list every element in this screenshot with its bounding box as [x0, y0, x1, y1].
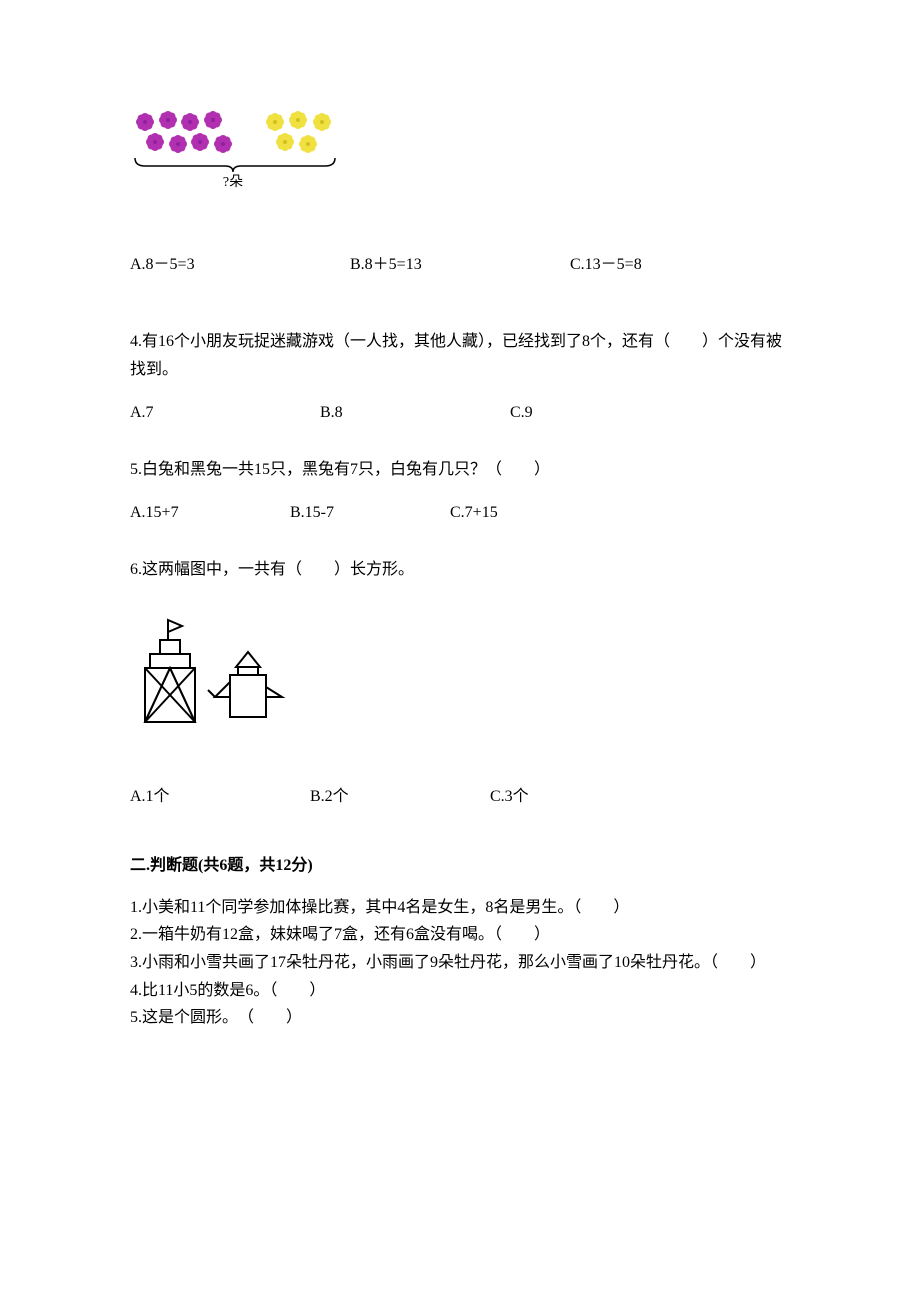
- q3-flower-figure: ?朵: [130, 110, 790, 201]
- yellow-flowers: [266, 111, 331, 153]
- q4-text: 4.有16个小朋友玩捉迷藏游戏（一人找，其他人藏），已经找到了8个，还有（ ）个…: [130, 328, 790, 386]
- left-shape: [145, 620, 195, 722]
- q3-options: A.8－5=3 B.8＋5=13 C.13－5=8: [130, 251, 790, 280]
- judgment-item-5: 5.这是个圆形。 （ ）: [130, 1005, 790, 1031]
- q6-option-b: B.2个: [310, 783, 490, 812]
- q6-block: 6.这两幅图中，一共有（ ）长方形。: [130, 556, 790, 812]
- q5-block: 5.白兔和黑兔一共15只，黑兔有7只，白兔有几只？（ ） A.15+7 B.15…: [130, 456, 790, 528]
- q5-text: 5.白兔和黑兔一共15只，黑兔有7只，白兔有几只？（ ）: [130, 456, 790, 485]
- q6-shapes-figure: [130, 612, 790, 753]
- q3-option-c: C.13－5=8: [570, 251, 642, 280]
- section2-title: 二.判断题(共6题，共12分): [130, 852, 790, 881]
- q3-option-a: A.8－5=3: [130, 251, 350, 280]
- section2-items: 1.小美和11个同学参加体操比赛，其中4名是女生，8名是男生。（ ） 2.一箱牛…: [130, 895, 790, 1031]
- flower-svg: ?朵: [130, 110, 370, 190]
- q4-block: 4.有16个小朋友玩捉迷藏游戏（一人找，其他人藏），已经找到了8个，还有（ ）个…: [130, 328, 790, 428]
- q4-option-b: B.8: [320, 399, 510, 428]
- bracket-label: ?朵: [223, 175, 243, 190]
- q6-text: 6.这两幅图中，一共有（ ）长方形。: [130, 556, 790, 585]
- judgment-item-2: 2.一箱牛奶有12盒，妹妹喝了7盒，还有6盒没有喝。（ ）: [130, 922, 790, 948]
- purple-flowers: [136, 111, 232, 153]
- q3-option-b: B.8＋5=13: [350, 251, 570, 280]
- q4-option-c: C.9: [510, 399, 533, 428]
- shapes-svg: [130, 612, 300, 742]
- q6-option-a: A.1个: [130, 783, 310, 812]
- q5-option-c: C.7+15: [450, 499, 498, 528]
- judgment-item-3: 3.小雨和小雪共画了17朵牡丹花，小雨画了9朵牡丹花，那么小雪画了10朵牡丹花。…: [130, 950, 790, 976]
- q6-option-c: C.3个: [490, 783, 529, 812]
- bracket: [135, 158, 335, 172]
- q5-option-a: A.15+7: [130, 499, 290, 528]
- q4-option-a: A.7: [130, 399, 320, 428]
- q5-option-b: B.15-7: [290, 499, 450, 528]
- right-shape: [208, 652, 282, 717]
- judgment-item-1: 1.小美和11个同学参加体操比赛，其中4名是女生，8名是男生。（ ）: [130, 895, 790, 921]
- judgment-item-4: 4.比11小5的数是6。（ ）: [130, 978, 790, 1004]
